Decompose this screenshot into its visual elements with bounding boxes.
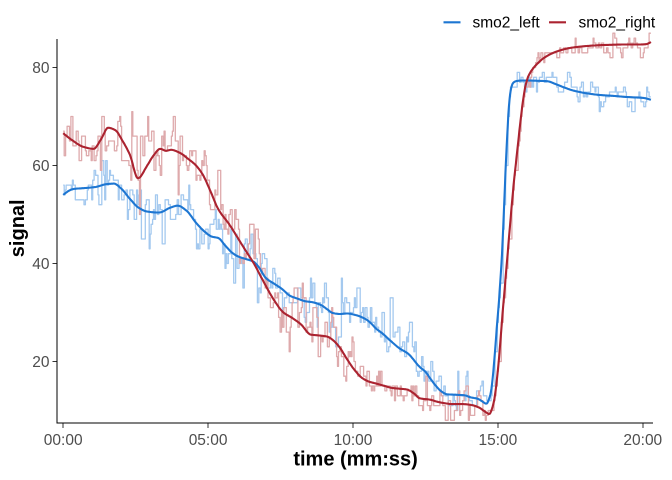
svg-text:15:00: 15:00 bbox=[479, 432, 518, 449]
svg-text:smo2_right: smo2_right bbox=[579, 14, 656, 31]
svg-text:time (mm:ss): time (mm:ss) bbox=[293, 449, 417, 471]
svg-text:00:00: 00:00 bbox=[44, 432, 83, 449]
svg-text:20:00: 20:00 bbox=[623, 432, 662, 449]
svg-text:05:00: 05:00 bbox=[189, 432, 228, 449]
svg-text:40: 40 bbox=[32, 256, 50, 273]
svg-text:smo2_left: smo2_left bbox=[473, 14, 541, 31]
svg-text:signal: signal bbox=[7, 199, 29, 257]
svg-text:20: 20 bbox=[32, 354, 50, 371]
svg-text:80: 80 bbox=[32, 60, 50, 77]
svg-text:60: 60 bbox=[32, 158, 50, 175]
svg-text:10:00: 10:00 bbox=[334, 432, 373, 449]
